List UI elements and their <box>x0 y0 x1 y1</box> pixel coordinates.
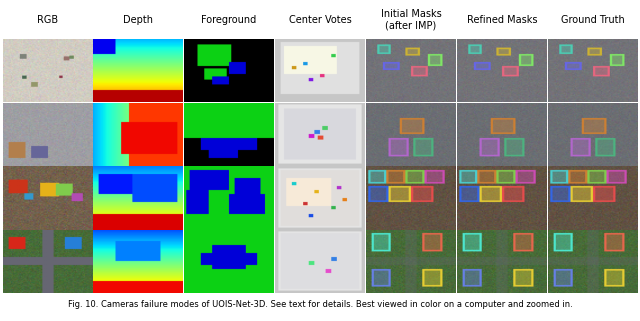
Text: Foreground: Foreground <box>202 15 257 25</box>
Text: Refined Masks: Refined Masks <box>467 15 537 25</box>
Text: Initial Masks
(after IMP): Initial Masks (after IMP) <box>381 9 441 31</box>
Text: Fig. 10. Cameras failure modes of UOIS-Net-3D. See text for details. Best viewed: Fig. 10. Cameras failure modes of UOIS-N… <box>68 300 572 309</box>
Text: Ground Truth: Ground Truth <box>561 15 625 25</box>
Text: Depth: Depth <box>124 15 153 25</box>
Text: Center Votes: Center Votes <box>289 15 351 25</box>
Text: RGB: RGB <box>36 15 58 25</box>
